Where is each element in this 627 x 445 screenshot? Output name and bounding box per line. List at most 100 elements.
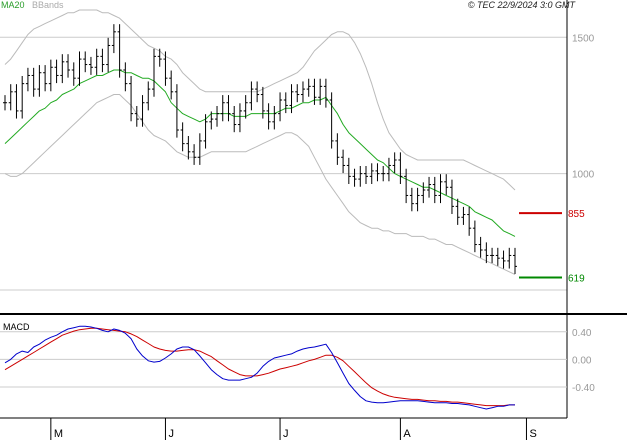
macd-y-tick-label: 0.00: [572, 355, 592, 366]
price-bar: [312, 78, 317, 105]
price-bar: [249, 81, 254, 111]
price-bar: [306, 78, 311, 97]
macd-panel-label: MACD: [3, 322, 30, 332]
macd-y-tick-label: -0.40: [572, 383, 595, 394]
ma20-line: [4, 69, 516, 237]
price-bar: [375, 163, 380, 182]
price-bar: [220, 95, 225, 122]
price-bar: [151, 48, 156, 97]
price-bar: [490, 247, 495, 264]
price-bar: [409, 187, 414, 212]
price-bar: [364, 166, 369, 184]
y-tick-label: 1500: [572, 33, 595, 44]
price-bar: [197, 133, 202, 165]
price-bar: [461, 206, 466, 225]
price-bar: [495, 247, 500, 266]
price-bar: [25, 67, 30, 92]
price-bar: [123, 62, 128, 92]
price-bar: [94, 48, 99, 75]
price-bar: [415, 187, 420, 212]
price-bar: [513, 247, 517, 274]
price-bar: [77, 51, 82, 86]
price-bar: [243, 95, 248, 119]
price-bar: [232, 106, 237, 133]
macd-line: [4, 325, 515, 410]
price-bar: [129, 76, 134, 122]
price-bar: [289, 84, 294, 114]
macd-signal-line: [4, 327, 515, 407]
price-bar: [501, 250, 506, 269]
price-bar: [180, 122, 185, 152]
price-bar: [174, 84, 179, 138]
price-bar: [31, 67, 36, 97]
support-level-label: 619: [568, 274, 585, 285]
price-bar: [146, 81, 151, 111]
price-bar: [427, 176, 432, 198]
price-bar: [186, 136, 191, 160]
x-tick-label: M: [54, 428, 63, 440]
price-bar: [157, 48, 162, 67]
price-bar: [54, 59, 59, 84]
price-bar: [209, 111, 214, 130]
price-bar: [106, 37, 111, 73]
price-bar: [111, 24, 116, 54]
price-bar: [192, 144, 197, 165]
x-tick-label: A: [403, 428, 411, 440]
price-bar: [215, 106, 220, 127]
price-bar: [295, 84, 300, 103]
lower-band-line: [4, 94, 516, 275]
price-bar: [392, 152, 397, 174]
price-bar: [226, 95, 231, 122]
price-bar: [37, 65, 42, 97]
copyright-text: © TEC 22/9/2024 3:0 GMT: [467, 0, 575, 10]
price-bar: [421, 182, 426, 204]
price-bar: [484, 242, 489, 264]
price-bar: [369, 163, 374, 184]
price-bar: [283, 92, 288, 114]
price-bar: [266, 103, 271, 130]
price-bar: [444, 174, 449, 195]
price-bar: [140, 95, 145, 127]
price-bar: [404, 168, 409, 204]
price-bar: [134, 106, 139, 127]
price-bar: [66, 54, 71, 78]
legend: MA20 BBands: [0, 0, 64, 11]
price-bar: [352, 168, 357, 187]
price-bar: [507, 247, 512, 269]
price-bar: [14, 84, 19, 119]
price-bar: [8, 84, 13, 111]
price-bar: [83, 51, 88, 73]
x-tick-label: S: [529, 428, 536, 440]
price-bar: [237, 103, 242, 133]
price-bar: [358, 166, 363, 187]
price-bar: [169, 70, 174, 100]
price-bar: [260, 86, 265, 119]
price-bar: [432, 176, 437, 204]
price-bar: [163, 51, 168, 86]
price-bar: [203, 114, 208, 149]
price-bar: [341, 149, 346, 174]
price-bar: [472, 220, 477, 253]
price-bar: [117, 24, 122, 78]
price-bar: [438, 174, 443, 204]
resistance-level-label: 855: [568, 209, 585, 220]
price-bar: [318, 78, 323, 105]
price-bar: [467, 206, 472, 236]
price-bar: [329, 92, 334, 149]
price-bar: [398, 152, 403, 184]
macd-y-tick-label: 0.40: [572, 328, 592, 339]
price-bar: [272, 106, 277, 130]
ma20-legend-label: MA20: [1, 0, 25, 10]
price-bar: [100, 48, 105, 73]
price-bar: [323, 78, 328, 108]
price-bar: [449, 179, 454, 214]
price-bar: [335, 133, 340, 165]
price-bar: [48, 59, 53, 92]
price-bar: [346, 157, 351, 184]
price-bar: [20, 76, 25, 119]
price-bar: [3, 95, 7, 111]
price-bar: [300, 81, 305, 103]
price-bar: [60, 54, 65, 84]
